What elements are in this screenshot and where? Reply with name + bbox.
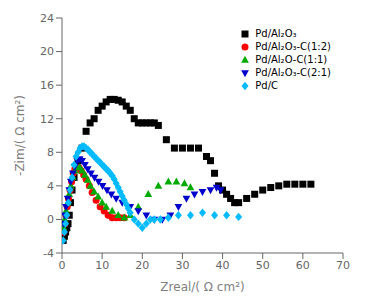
svg-text:-4: -4: [43, 247, 54, 260]
html-text:Pd/Al₂O₃-C(2:1): Pd/Al₂O₃-C(2:1): [255, 67, 331, 78]
html-text:Pd/Al₂O₃: Pd/Al₂O₃: [255, 28, 297, 39]
svg-text:50: 50: [256, 259, 270, 272]
svg-text:24: 24: [40, 12, 54, 25]
svg-text:16: 16: [40, 79, 54, 92]
svg-text:60: 60: [296, 259, 310, 272]
svg-text:70: 70: [336, 259, 350, 272]
svg-text:8: 8: [47, 146, 54, 159]
svg-text:0: 0: [47, 213, 54, 226]
svg-text:4: 4: [47, 180, 54, 193]
svg-text:30: 30: [175, 259, 189, 272]
html-text:Pd/Al₂O-C(1:1): Pd/Al₂O-C(1:1): [255, 54, 328, 65]
svg-text:12: 12: [40, 113, 54, 126]
svg-text:20: 20: [135, 259, 149, 272]
html-text:Pd/Al₂O₃-C(1:2): Pd/Al₂O₃-C(1:2): [255, 41, 331, 52]
svg-text:-Zim/( Ω cm²): -Zim/( Ω cm²): [13, 95, 27, 176]
svg-text:0: 0: [59, 259, 66, 272]
svg-text:10: 10: [95, 259, 109, 272]
svg-text:20: 20: [40, 45, 54, 58]
svg-text:40: 40: [216, 259, 230, 272]
svg-text:Zreal/( Ω cm²): Zreal/( Ω cm²): [160, 280, 244, 294]
html-text:Pd/C: Pd/C: [255, 80, 278, 91]
